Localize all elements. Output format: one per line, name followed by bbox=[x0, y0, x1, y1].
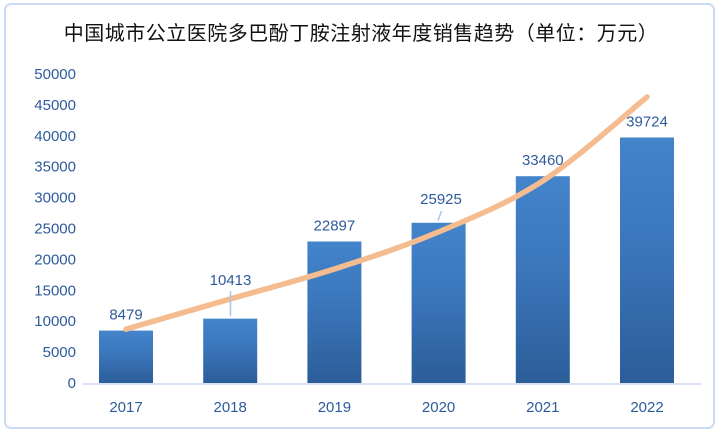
y-tick-label: 30000 bbox=[34, 190, 76, 207]
x-axis-label: 2021 bbox=[526, 399, 559, 416]
bar-value-label: 39724 bbox=[626, 114, 668, 131]
bar-series bbox=[99, 137, 674, 383]
bar-2021 bbox=[515, 176, 570, 383]
x-axis-label: 2017 bbox=[109, 399, 142, 416]
y-tick-label: 45000 bbox=[34, 97, 76, 114]
y-tick-label: 15000 bbox=[34, 282, 76, 299]
y-axis-ticks: 0 5000 10000 15000 20000 25000 30000 35000 40000… bbox=[34, 66, 76, 392]
bar-2022 bbox=[620, 137, 674, 383]
y-tick-label: 5000 bbox=[43, 344, 76, 361]
bar-2020 bbox=[411, 222, 466, 383]
bar-value-label: 33460 bbox=[522, 152, 564, 169]
x-axis: 2017 2018 2019 2020 2021 2022 bbox=[83, 383, 701, 416]
y-tick-label: 25000 bbox=[34, 221, 76, 238]
x-axis-label: 2019 bbox=[318, 399, 351, 416]
chart-title: 中国城市公立医院多巴酚丁胺注射液年度销售趋势（单位：万元） bbox=[63, 23, 659, 45]
y-tick-label: 0 bbox=[68, 375, 76, 392]
bar-value-label: 25925 bbox=[420, 191, 462, 208]
x-axis-label: 2020 bbox=[422, 399, 455, 416]
y-tick-label: 20000 bbox=[34, 251, 76, 268]
y-tick-label: 35000 bbox=[34, 159, 76, 176]
y-tick-label: 10000 bbox=[34, 313, 76, 330]
trendline-path bbox=[123, 94, 650, 332]
data-labels: 8479 10413 22897 25925 33460 39724 bbox=[109, 114, 668, 324]
x-axis-label: 2018 bbox=[214, 399, 247, 416]
x-axis-label: 2022 bbox=[630, 399, 663, 416]
trendline bbox=[123, 94, 650, 332]
label-leader-line bbox=[437, 210, 443, 221]
bar-value-label: 8479 bbox=[109, 307, 142, 324]
bar-2018 bbox=[203, 318, 258, 383]
bar-2017 bbox=[99, 330, 153, 383]
bar-value-label: 10413 bbox=[210, 272, 252, 289]
bar-value-label: 22897 bbox=[314, 217, 356, 234]
y-tick-label: 40000 bbox=[34, 128, 76, 145]
y-tick-label: 50000 bbox=[34, 66, 76, 83]
